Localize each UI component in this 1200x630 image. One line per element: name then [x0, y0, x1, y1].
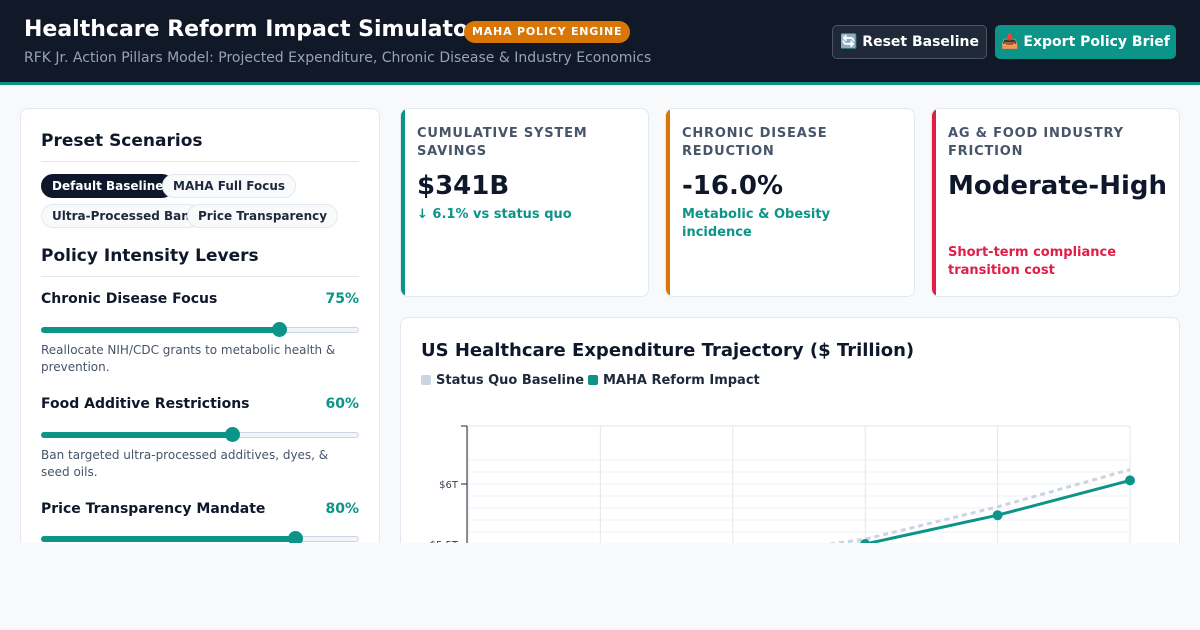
preset-scenarios-title: Preset Scenarios	[41, 131, 203, 151]
slider-thumb[interactable]	[272, 322, 287, 337]
legend-label: Status Quo Baseline	[436, 373, 585, 388]
app-title: Healthcare Reform Impact Simulator	[24, 17, 479, 42]
kpi-card-chronic-disease: CHRONIC DISEASE REDUCTION -16.0% Metabol…	[665, 108, 915, 297]
app-header: Healthcare Reform Impact Simulator MAHA …	[0, 0, 1200, 85]
lever-desc-chronic-disease: Reallocate NIH/CDC grants to metabolic h…	[41, 343, 336, 374]
reset-baseline-button[interactable]: 🔄 Reset Baseline	[832, 25, 987, 59]
preset-default-baseline[interactable]: Default Baseline	[41, 174, 175, 198]
price-transparency-slider[interactable]	[41, 531, 359, 546]
export-policy-brief-button[interactable]: 📥 Export Policy Brief	[995, 25, 1176, 59]
y-tick-label: $6T	[439, 480, 459, 491]
food-additives-slider[interactable]	[41, 427, 359, 442]
legend-label: MAHA Reform Impact	[603, 373, 760, 388]
preset-price-transparency[interactable]: Price Transparency	[187, 204, 339, 228]
app-subtitle: RFK Jr. Action Pillars Model: Projected …	[24, 50, 652, 66]
kpi-value: Moderate-High	[948, 171, 1167, 201]
kpi-note: ↓ 6.1% vs status quo	[417, 207, 572, 222]
chronic-disease-slider[interactable]	[41, 322, 359, 337]
kpi-card-savings: CUMULATIVE SYSTEM SAVINGS $341B ↓ 6.1% v…	[400, 108, 649, 297]
baseline-series-line	[812, 468, 1131, 548]
slider-fill	[41, 327, 278, 333]
slider-thumb[interactable]	[287, 531, 303, 546]
expenditure-line-chart: $6T$5.5T	[430, 425, 1135, 556]
kpi-label: AG & FOOD INDUSTRY FRICTION	[948, 126, 1124, 159]
kpi-accent	[401, 109, 405, 296]
lever-value-price-transparency: 80%	[325, 501, 359, 517]
policy-levers-title: Policy Intensity Levers	[41, 246, 259, 266]
preset-ultra-processed-ban[interactable]: Ultra-Processed Ban	[41, 204, 201, 228]
kpi-value: -16.0%	[682, 171, 783, 201]
slider-fill	[41, 432, 231, 438]
slider-fill	[41, 536, 294, 542]
slider-thumb[interactable]	[224, 427, 240, 442]
legend-swatch	[588, 375, 598, 385]
kpi-note: Short-term compliance transition cost	[948, 245, 1117, 278]
reform-data-point	[992, 510, 1003, 521]
legend-status-quo[interactable]: Status Quo Baseline	[421, 373, 584, 388]
kpi-label: CUMULATIVE SYSTEM SAVINGS	[417, 126, 588, 159]
kpi-label: CHRONIC DISEASE REDUCTION	[682, 126, 828, 159]
lever-value-chronic-disease: 75%	[325, 291, 359, 307]
kpi-value: $341B	[417, 171, 510, 201]
divider	[41, 161, 359, 162]
legend-swatch	[421, 375, 431, 385]
page-background	[0, 543, 1200, 630]
lever-label-chronic-disease: Chronic Disease Focus	[41, 291, 218, 307]
chart-title: US Healthcare Expenditure Trajectory ($ …	[421, 340, 915, 361]
kpi-note: Metabolic & Obesity incidence	[682, 207, 831, 240]
reform-data-point	[1125, 475, 1135, 486]
kpi-card-industry-friction: AG & FOOD INDUSTRY FRICTION Moderate-Hig…	[931, 108, 1180, 297]
kpi-accent	[666, 109, 670, 296]
lever-desc-food-additives: Ban targeted ultra-processed additives, …	[41, 448, 329, 479]
engine-badge: MAHA POLICY ENGINE	[464, 21, 631, 43]
expenditure-chart-panel: US Healthcare Expenditure Trajectory ($ …	[400, 317, 1180, 557]
kpi-accent	[932, 109, 936, 296]
controls-panel: Preset Scenarios Default Baseline MAHA F…	[20, 108, 380, 548]
lever-value-food-additives: 60%	[325, 396, 359, 412]
divider	[41, 276, 359, 277]
legend-maha-reform[interactable]: MAHA Reform Impact	[588, 373, 760, 388]
lever-label-price-transparency: Price Transparency Mandate	[41, 501, 266, 517]
lever-label-food-additives: Food Additive Restrictions	[41, 396, 250, 412]
preset-maha-full-focus[interactable]: MAHA Full Focus	[162, 174, 297, 198]
